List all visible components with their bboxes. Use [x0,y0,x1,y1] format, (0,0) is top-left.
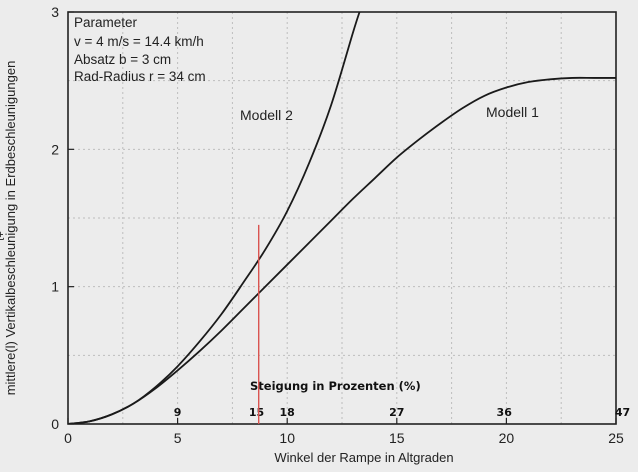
curves [68,12,616,424]
y-axis-title: mittlere(l) Vertikalbeschleunigung in Er… [3,61,18,396]
grid [68,12,616,424]
y-axis-title-superscript: t+ [0,231,7,240]
percent-label: 27 [389,406,404,419]
percent-label: 36 [497,406,513,419]
y-tick-label: 1 [51,279,59,295]
x-tick-label: 5 [174,430,182,446]
y-tick-label: 2 [51,141,59,157]
series-line-modell-1 [68,76,616,424]
x-axis-title: Winkel der Rampe in Altgraden [274,450,453,465]
y-tick-label: 3 [51,4,59,20]
percent-label: 9 [174,406,182,419]
percent-label: 15 [249,406,264,419]
parameter-heading: Parameter [74,15,138,30]
series-label-modell-2: Modell 2 [240,107,293,123]
parameter-box: Parameter v = 4 m/s = 14.4 km/h Absatz b… [74,15,206,84]
percent-axis-labels: 9 15 18 27 36 47 [174,406,630,419]
x-tick-label: 10 [279,430,295,446]
percent-label: 18 [280,406,295,419]
y-tick-label: 0 [51,416,59,432]
x-tick-label: 0 [64,430,72,446]
x-tick-label: 20 [499,430,515,446]
parameter-wheel-radius: Rad-Radius r = 34 cm [74,69,206,84]
x-tick-label: 15 [389,430,405,446]
plot-frame [67,11,617,425]
x-tick-label: 25 [608,430,624,446]
tick-labels: 0 5 10 15 20 25 0 1 2 3 [51,4,624,446]
parameter-step: Absatz b = 3 cm [74,52,171,67]
series-line-modell-2 [68,12,361,424]
parameter-speed: v = 4 m/s = 14.4 km/h [74,34,204,49]
percent-label: 47 [615,406,630,419]
percent-axis-title: Steigung in Prozenten (%) [250,379,421,393]
series-label-modell-1: Modell 1 [486,104,539,120]
